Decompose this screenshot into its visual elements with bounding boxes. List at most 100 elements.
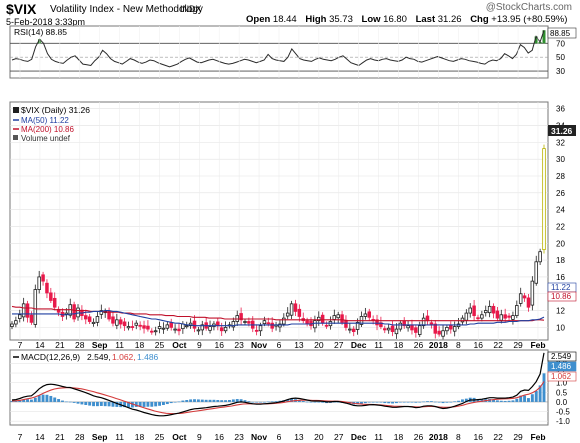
x-axis-label: 29 (513, 340, 523, 350)
macd-histogram-bar (76, 401, 80, 404)
macd-histogram-bar (26, 399, 29, 402)
macd-histogram-bar (95, 401, 99, 407)
candle-body (21, 303, 26, 318)
macd-histogram-bar (64, 401, 68, 403)
candle-body (111, 316, 115, 324)
macd-histogram-bar (173, 401, 177, 403)
x-axis-label: 20 (314, 340, 324, 350)
macd-histogram-bar (259, 401, 262, 403)
macd-histogram-bar (150, 401, 154, 407)
chg-value: +13.95 (+80.59%) (491, 14, 568, 25)
x-axis-label: 16 (473, 340, 483, 350)
candle-body (394, 328, 399, 335)
rsi-tick-label: 70 (556, 39, 565, 48)
candle-body (522, 295, 527, 299)
candle-body (177, 328, 181, 332)
timestamp: 5-Feb-2018 3:33pm (6, 17, 86, 27)
candle-body (417, 325, 422, 335)
candle-body (258, 325, 263, 332)
macd-histogram-bar (49, 395, 53, 402)
x-axis-label: 16 (214, 340, 224, 350)
macd-histogram-bar (433, 401, 437, 403)
candle-body (219, 327, 224, 332)
x-axis-label: 29 (513, 432, 523, 442)
x-axis-label: 8 (456, 432, 461, 442)
open-label: Open (246, 14, 271, 25)
candle-body (122, 321, 127, 327)
macd-histogram-bar (332, 401, 336, 403)
macd-badge (547, 361, 577, 372)
candle-body (410, 325, 414, 331)
candle-body (33, 289, 38, 325)
macd-histogram-bar (57, 399, 61, 402)
macd-histogram-bar (18, 400, 22, 402)
candle-body (332, 315, 337, 320)
price-tick-label: 18 (556, 256, 565, 265)
x-axis-label: 28 (75, 432, 85, 442)
macd-histogram-bar (480, 399, 484, 402)
candle-body (138, 324, 142, 327)
x-axis-label: 25 (155, 340, 165, 350)
candle-body (173, 328, 177, 331)
candle-body (150, 330, 154, 333)
candle-body (184, 325, 189, 328)
candle-body (25, 303, 30, 318)
x-axis-label: Nov (251, 432, 267, 442)
macd-histogram-bar (538, 385, 542, 402)
candle-body (503, 314, 507, 319)
macd-histogram-bar (297, 400, 301, 402)
macd-histogram-bar (181, 400, 185, 402)
macd-histogram-bar (464, 398, 468, 402)
price-tick-label: 16 (556, 273, 565, 282)
macd-histogram-bar (375, 401, 379, 403)
price-tick-label: 30 (556, 155, 565, 164)
volume-legend: Volume undef (21, 134, 71, 143)
macd-histogram-bar (530, 394, 534, 402)
macd-histogram-bar (239, 399, 243, 402)
candle-body (270, 322, 274, 329)
macd-tick-label: -0.5 (556, 408, 570, 417)
symbol-swatch (13, 107, 19, 113)
macd-histogram-bar (309, 401, 313, 403)
candle-body (231, 321, 236, 328)
candle-body (375, 319, 379, 326)
macd-histogram-bar (53, 397, 57, 402)
last-price-badge (548, 125, 576, 136)
macd-histogram-bar (103, 401, 107, 407)
macd-histogram-bar (457, 400, 461, 402)
candle-body (414, 327, 418, 333)
x-axis-label: Feb (530, 340, 545, 350)
candle-body (41, 274, 45, 282)
macd-tick-label: 0.0 (556, 398, 568, 407)
x-axis-label: 11 (374, 340, 383, 350)
candle-body (344, 319, 348, 328)
candle-body (355, 321, 360, 330)
x-axis-label: 11 (115, 340, 124, 350)
macd-histogram-bar (336, 401, 340, 403)
x-axis-label: 18 (394, 432, 404, 442)
macd-histogram-bar (422, 401, 426, 403)
macd-histogram-bar (189, 399, 193, 402)
price-tick-label: 22 (556, 222, 565, 231)
macd-histogram-bar (476, 399, 480, 402)
candle-body (437, 330, 441, 335)
macd-histogram-bar (196, 399, 200, 402)
candle-body (208, 326, 212, 331)
candle-body (285, 312, 290, 317)
macd-line (11, 352, 545, 417)
last-price-badge-text: 31.26 (551, 126, 573, 136)
macd-histogram-bar (515, 398, 519, 402)
macd-histogram-bar (429, 401, 433, 402)
candle-body (107, 311, 111, 320)
candle-body (511, 315, 515, 320)
macd-badge-text: 1.486 (551, 362, 572, 371)
macd-histogram-bar (220, 400, 224, 402)
macd-histogram-bar (29, 399, 33, 402)
macd-histogram-bar (216, 400, 220, 402)
x-axis-label: Sep (92, 340, 108, 350)
macd-histogram-bar (360, 401, 363, 404)
macd-histogram-bar (243, 400, 247, 402)
candle-body (480, 314, 484, 319)
x-axis-label: 18 (135, 340, 145, 350)
ma50-legend: MA(50) 11.22 (21, 116, 69, 125)
